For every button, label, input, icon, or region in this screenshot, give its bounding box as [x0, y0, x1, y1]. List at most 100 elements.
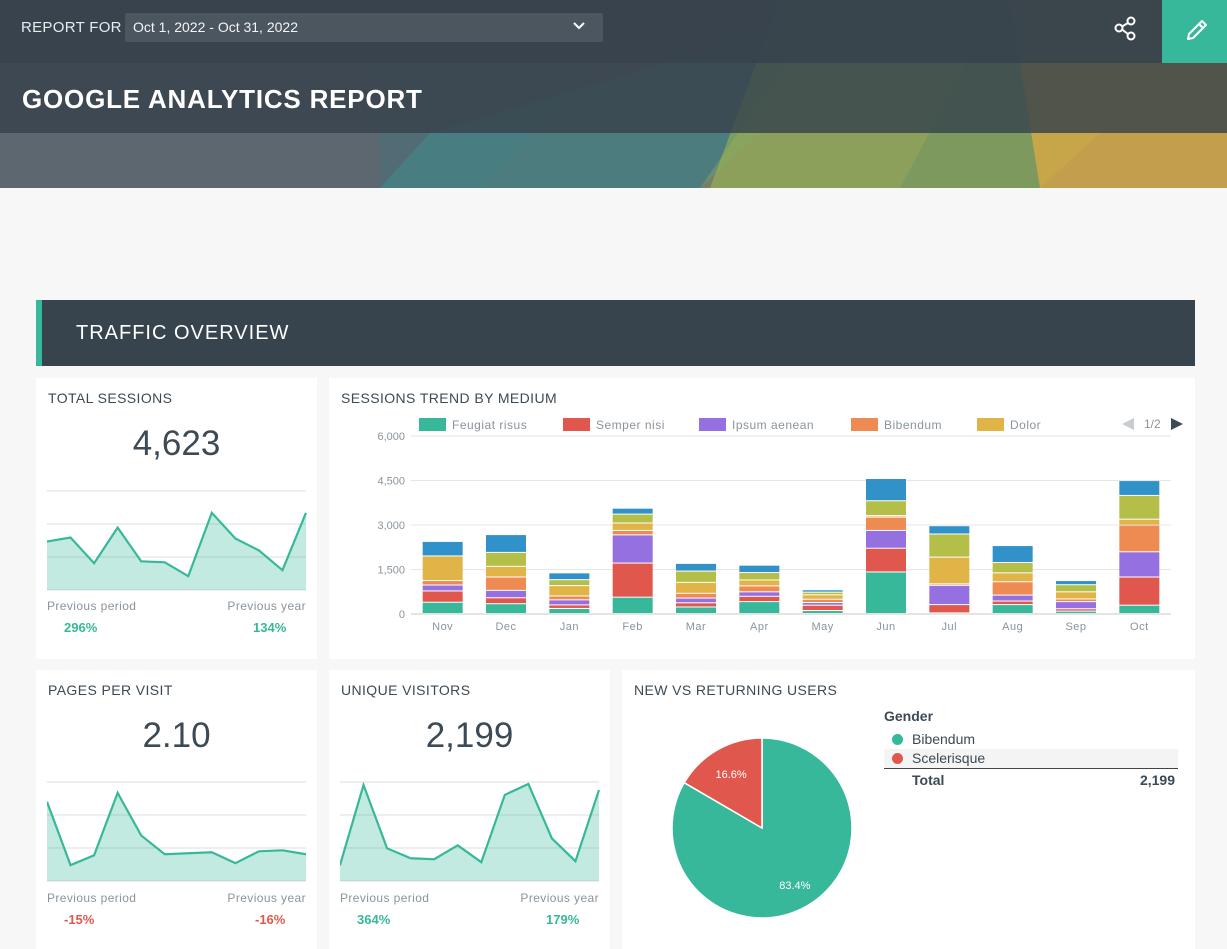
bar-segment[interactable] [1119, 495, 1160, 519]
bar-segment[interactable] [549, 573, 590, 580]
bar-segment[interactable] [422, 602, 463, 613]
bar-segment[interactable] [549, 596, 590, 600]
bar-segment[interactable] [739, 580, 780, 586]
bar-segment[interactable] [802, 605, 843, 611]
previous-page-icon[interactable] [1121, 417, 1135, 431]
section-header: TRAFFIC OVERVIEW [36, 300, 1195, 366]
bar-segment[interactable] [929, 585, 970, 605]
gender-label: Scelerisque [912, 750, 986, 766]
bar-segment[interactable] [486, 566, 526, 577]
bar-segment[interactable] [612, 514, 653, 523]
bar-segment[interactable] [676, 607, 716, 613]
bar-segment[interactable] [676, 571, 716, 582]
bar-segment[interactable] [486, 535, 526, 552]
bar-segment[interactable] [1056, 581, 1096, 585]
bar-segment[interactable] [612, 523, 653, 530]
bar-segment[interactable] [992, 546, 1033, 562]
bar-segment[interactable] [549, 608, 590, 613]
bar-segment[interactable] [676, 593, 716, 598]
bar-segment[interactable] [992, 573, 1033, 582]
bar-segment[interactable] [612, 530, 653, 535]
legend-label: Ipsum aenean [732, 418, 815, 432]
bar-segment[interactable] [739, 586, 780, 592]
legend-swatch [977, 418, 1004, 431]
bar-segment[interactable] [1056, 585, 1096, 592]
bar-segment[interactable] [422, 541, 463, 556]
bar-segment[interactable] [802, 592, 843, 595]
bar-segment[interactable] [486, 598, 526, 604]
bar-segment[interactable] [676, 598, 716, 603]
bar-segment[interactable] [992, 601, 1033, 605]
bar-segment[interactable] [1119, 552, 1160, 577]
bar-segment[interactable] [1119, 605, 1160, 613]
bar-segment[interactable] [486, 604, 526, 613]
gender-row-scelerisque: Scelerisque [884, 749, 1178, 768]
pie-slice[interactable] [683, 737, 763, 830]
date-range-select[interactable]: Oct 1, 2022 - Oct 31, 2022 [125, 13, 603, 42]
bar-segment[interactable] [866, 517, 906, 530]
bar-segment[interactable] [802, 603, 843, 605]
bar-segment[interactable] [676, 582, 716, 593]
bar-segment[interactable] [929, 605, 970, 613]
bar-segment[interactable] [486, 552, 526, 566]
bar-segment[interactable] [739, 592, 780, 596]
bar-segment[interactable] [549, 605, 590, 608]
bar-segment[interactable] [612, 597, 653, 613]
bar-segment[interactable] [929, 534, 970, 557]
bar-segment[interactable] [549, 600, 590, 605]
bar-segment[interactable] [549, 580, 590, 586]
users-pie-chart: 83.4% 16.6% [671, 737, 853, 919]
edit-button[interactable] [1162, 0, 1227, 63]
card-title: SESSIONS TREND BY MEDIUM [341, 390, 558, 406]
bar-segment[interactable] [422, 585, 463, 591]
bar-segment[interactable] [866, 530, 906, 548]
bar-segment[interactable] [422, 556, 463, 581]
bar-segment[interactable] [802, 590, 843, 592]
bar-segment[interactable] [1056, 592, 1096, 599]
bar-segment[interactable] [866, 501, 906, 516]
bar-segment[interactable] [422, 581, 463, 585]
bar-segment[interactable] [549, 586, 590, 596]
bar-segment[interactable] [739, 602, 780, 613]
bar-segment[interactable] [676, 603, 716, 607]
bar-segment[interactable] [802, 599, 843, 603]
bar-segment[interactable] [1119, 519, 1160, 525]
bar-segment[interactable] [676, 563, 716, 571]
x-tick-label: Apr [750, 621, 769, 633]
next-page-icon[interactable] [1170, 417, 1184, 431]
x-tick-label: Jan [560, 621, 579, 633]
bar-segment[interactable] [866, 479, 906, 501]
bar-segment[interactable] [992, 562, 1033, 573]
y-tick-label: 1,500 [377, 565, 405, 577]
bar-segment[interactable] [612, 563, 653, 597]
bar-segment[interactable] [612, 508, 653, 514]
bar-segment[interactable] [1119, 525, 1160, 552]
share-icon[interactable] [1111, 15, 1141, 45]
bar-segment[interactable] [739, 596, 780, 602]
bar-segment[interactable] [739, 565, 780, 573]
bar-segment[interactable] [1056, 609, 1096, 611]
bar-segment[interactable] [929, 526, 970, 534]
bar-segment[interactable] [1119, 481, 1160, 495]
bar-segment[interactable] [802, 595, 843, 599]
sessions-trend-card: SESSIONS TREND BY MEDIUM Feugiat risus Se… [329, 378, 1195, 659]
bar-segment[interactable] [929, 557, 970, 584]
bar-segment[interactable] [1119, 577, 1160, 605]
bar-segment[interactable] [1056, 602, 1096, 609]
bar-segment[interactable] [612, 535, 653, 563]
bar-segment[interactable] [992, 582, 1033, 595]
bar-segment[interactable] [866, 572, 906, 613]
bar-segment[interactable] [1056, 599, 1096, 602]
bar-segment[interactable] [486, 590, 526, 598]
bar-segment[interactable] [992, 595, 1033, 601]
legend-pager[interactable]: 1/2 [1121, 416, 1191, 432]
bar-segment[interactable] [486, 577, 526, 590]
bar-segment[interactable] [422, 591, 463, 602]
y-tick-label: 0 [399, 609, 405, 621]
bar-segment[interactable] [739, 573, 780, 580]
bar-segment[interactable] [1056, 611, 1096, 613]
bar-segment[interactable] [866, 548, 906, 572]
bar-segment[interactable] [992, 605, 1033, 613]
bar-segment[interactable] [802, 611, 843, 613]
gender-row-bibendum: Bibendum [884, 730, 1178, 749]
